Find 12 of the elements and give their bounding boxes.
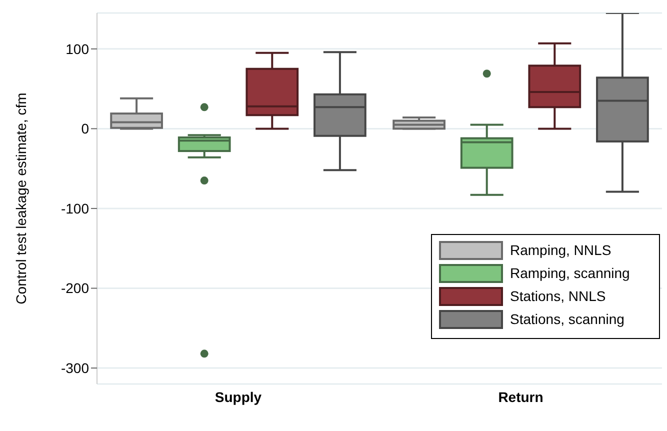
y-tick-label: 100 [66, 40, 90, 57]
x-tick-label: Return [498, 388, 544, 405]
y-tick-label: 0 [81, 120, 90, 137]
y-tick-label: -300 [60, 360, 90, 376]
y-tick-label: -200 [60, 280, 90, 296]
legend-label: Stations, scanning [510, 311, 624, 327]
legend-label: Ramping, NNLS [510, 242, 612, 258]
y-axis-title: Control test leakage estimate, cfm [12, 92, 29, 304]
y-tick-label: -100 [60, 200, 90, 216]
x-tick-label: Supply [214, 388, 262, 405]
legend-label: Stations, NNLS [510, 288, 606, 304]
legend-label: Ramping, scanning [510, 265, 630, 281]
